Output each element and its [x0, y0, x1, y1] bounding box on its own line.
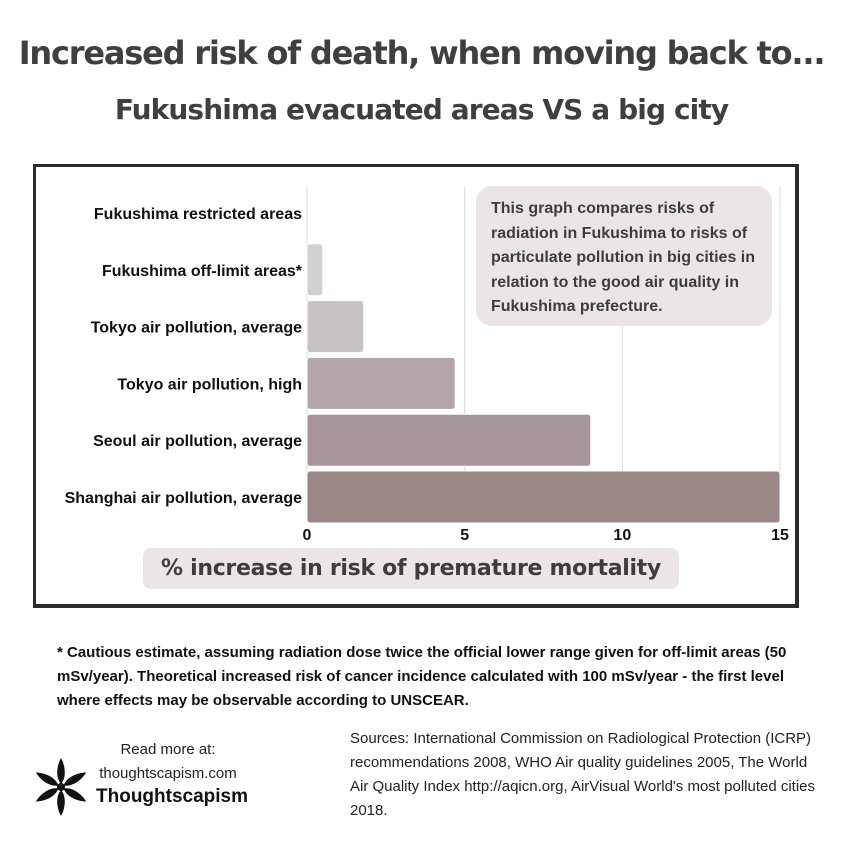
chart-annotation: This graph compares risks of radiation i…	[476, 186, 772, 326]
bar	[306, 470, 781, 524]
x-axis-title: % increase in risk of premature mortalit…	[143, 548, 679, 589]
chart-frame	[33, 164, 799, 608]
page-title: Increased risk of death, when moving bac…	[18, 34, 826, 72]
page-subtitle: Fukushima evacuated areas VS a big city	[114, 93, 729, 126]
flower-logo-icon	[35, 758, 87, 816]
sources: Sources: International Commission on Rad…	[350, 730, 816, 819]
category-label: Shanghai air pollution, average	[65, 490, 302, 507]
tick-label: 0	[303, 527, 312, 544]
footnote: * Cautious estimate, assuming radiation …	[57, 644, 787, 709]
category-label: Tokyo air pollution, high	[117, 376, 302, 393]
category-label: Seoul air pollution, average	[93, 433, 302, 450]
chart-category-labels: Fukushima restricted areas Fukushima off-…	[65, 206, 303, 507]
bar	[306, 243, 324, 297]
bar	[306, 300, 365, 354]
chart-tick-labels: 0 5 10 15	[303, 527, 789, 544]
bar	[306, 413, 592, 467]
category-label: Fukushima off-limit areas*	[102, 263, 303, 280]
read-more-link[interactable]: thoughtscapism.com	[99, 765, 237, 782]
tick-label: 10	[613, 527, 631, 544]
read-more: Read more at: thoughtscapism.com	[80, 738, 256, 786]
category-label: Fukushima restricted areas	[94, 206, 302, 223]
chart-bars	[306, 243, 781, 524]
bar	[306, 356, 456, 410]
read-more-label: Read more at:	[120, 741, 216, 758]
tick-label: 15	[771, 527, 789, 544]
tick-label: 5	[460, 527, 469, 544]
category-label: Tokyo air pollution, average	[91, 320, 302, 337]
brand-name: Thoughtscapism	[96, 786, 249, 807]
